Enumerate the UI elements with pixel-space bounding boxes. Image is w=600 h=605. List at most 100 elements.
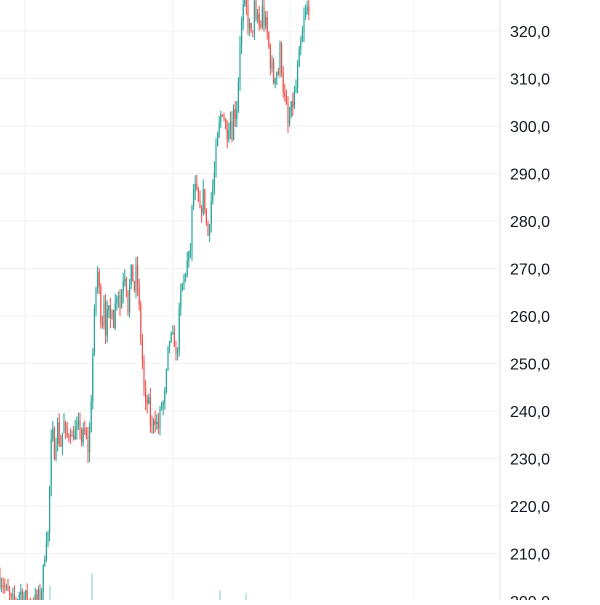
candle[interactable] xyxy=(213,161,215,195)
candle[interactable] xyxy=(89,422,91,463)
candle[interactable] xyxy=(221,114,223,117)
candle[interactable] xyxy=(100,283,102,329)
candle[interactable] xyxy=(143,355,145,397)
candle[interactable] xyxy=(181,282,183,292)
candle[interactable] xyxy=(109,297,111,329)
candle[interactable] xyxy=(231,110,233,143)
candle[interactable] xyxy=(13,585,15,605)
candle[interactable] xyxy=(306,0,308,16)
candle[interactable] xyxy=(25,589,27,600)
candle[interactable] xyxy=(26,583,28,605)
candle[interactable] xyxy=(98,268,100,295)
candles-layer[interactable] xyxy=(0,0,310,605)
candle[interactable] xyxy=(228,122,230,143)
candle[interactable] xyxy=(202,179,204,216)
candle[interactable] xyxy=(18,591,20,605)
candle[interactable] xyxy=(149,387,151,433)
candle[interactable] xyxy=(71,430,73,437)
candle[interactable] xyxy=(125,276,127,298)
candle[interactable] xyxy=(210,192,212,233)
candle[interactable] xyxy=(234,101,236,127)
candle[interactable] xyxy=(12,587,14,603)
candle[interactable] xyxy=(81,427,83,447)
candle[interactable] xyxy=(101,315,103,329)
candle[interactable] xyxy=(215,138,217,178)
candle[interactable] xyxy=(127,290,129,316)
candle[interactable] xyxy=(185,272,187,283)
candle[interactable] xyxy=(183,273,185,290)
candle[interactable] xyxy=(20,583,22,604)
candle[interactable] xyxy=(85,427,87,440)
candle[interactable] xyxy=(268,31,270,49)
candle[interactable] xyxy=(282,66,284,98)
candle[interactable] xyxy=(242,0,244,30)
candle[interactable] xyxy=(308,0,310,21)
candle[interactable] xyxy=(237,77,239,113)
candle[interactable] xyxy=(92,348,94,410)
candle[interactable] xyxy=(239,35,241,92)
candle[interactable] xyxy=(266,10,268,40)
candle[interactable] xyxy=(145,380,147,411)
candle[interactable] xyxy=(45,532,47,562)
candle[interactable] xyxy=(241,16,243,55)
candle[interactable] xyxy=(4,578,6,594)
candle[interactable] xyxy=(236,100,238,128)
candle[interactable] xyxy=(274,77,276,89)
candle[interactable] xyxy=(173,325,175,348)
candle[interactable] xyxy=(167,345,169,372)
candle[interactable] xyxy=(180,283,182,316)
candle[interactable] xyxy=(197,186,199,202)
candle[interactable] xyxy=(193,183,195,211)
candle[interactable] xyxy=(106,300,108,343)
candle[interactable] xyxy=(226,120,228,149)
candle[interactable] xyxy=(223,112,225,122)
candle[interactable] xyxy=(44,555,46,567)
candle[interactable] xyxy=(303,7,305,42)
candle[interactable] xyxy=(138,278,140,311)
candle[interactable] xyxy=(0,567,1,590)
candle[interactable] xyxy=(255,0,257,22)
candle[interactable] xyxy=(49,485,51,542)
candle[interactable] xyxy=(175,340,177,361)
candle[interactable] xyxy=(220,110,222,128)
candle[interactable] xyxy=(207,220,209,237)
candle[interactable] xyxy=(63,413,65,434)
candle[interactable] xyxy=(122,272,124,304)
candle[interactable] xyxy=(273,57,275,85)
candle[interactable] xyxy=(34,587,36,605)
candle[interactable] xyxy=(57,417,59,452)
candle[interactable] xyxy=(130,264,132,290)
candle[interactable] xyxy=(53,426,55,461)
candle[interactable] xyxy=(97,266,99,294)
candle[interactable] xyxy=(186,251,188,278)
candle[interactable] xyxy=(196,174,198,191)
candle[interactable] xyxy=(298,45,300,68)
candle[interactable] xyxy=(37,585,39,605)
candle[interactable] xyxy=(5,583,7,591)
candle[interactable] xyxy=(244,0,246,8)
candle[interactable] xyxy=(95,286,97,317)
candle[interactable] xyxy=(300,36,302,56)
candle[interactable] xyxy=(55,437,57,462)
candle[interactable] xyxy=(36,589,38,605)
candle[interactable] xyxy=(137,256,139,296)
candle[interactable] xyxy=(297,59,299,94)
candle[interactable] xyxy=(172,324,174,335)
candle[interactable] xyxy=(151,415,153,434)
candle[interactable] xyxy=(245,0,247,16)
candle[interactable] xyxy=(257,8,259,24)
candle[interactable] xyxy=(209,223,211,243)
candle[interactable] xyxy=(129,278,131,318)
candle[interactable] xyxy=(301,25,303,43)
candle[interactable] xyxy=(41,587,43,605)
candle[interactable] xyxy=(103,295,105,330)
candle[interactable] xyxy=(161,401,163,411)
candle[interactable] xyxy=(93,304,95,357)
candle[interactable] xyxy=(132,264,134,282)
candle[interactable] xyxy=(68,433,70,443)
candle[interactable] xyxy=(261,0,263,30)
candle[interactable] xyxy=(108,305,110,318)
candle[interactable] xyxy=(82,422,84,447)
candle[interactable] xyxy=(225,117,227,130)
candle[interactable] xyxy=(60,435,62,447)
